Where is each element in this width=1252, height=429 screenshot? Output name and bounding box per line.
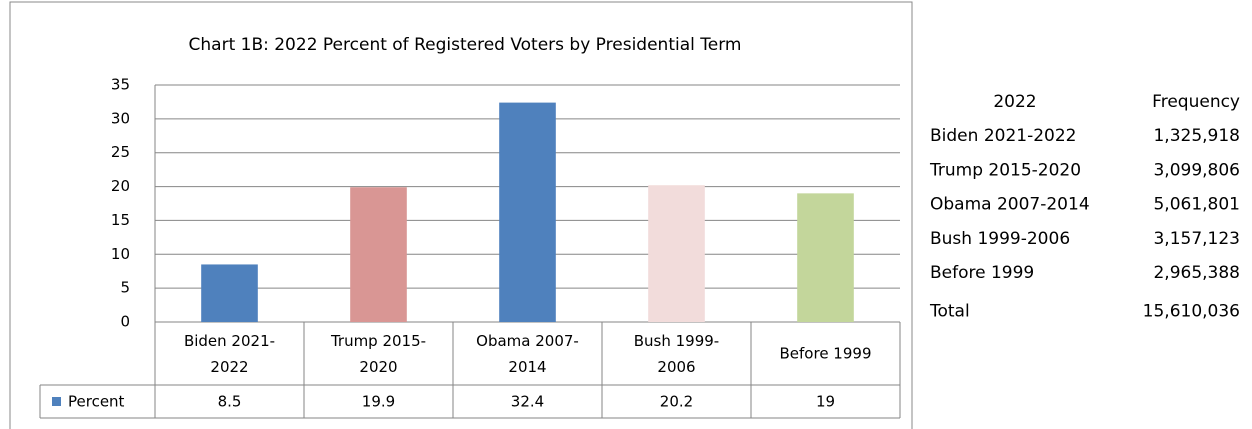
y-tick-label: 5 [120, 279, 130, 297]
legend-key [52, 397, 61, 406]
x-tick-label: Biden 2021-2022 [184, 332, 275, 376]
table-value: 2,965,388 [1153, 263, 1240, 283]
table-value: 1,325,918 [1153, 126, 1240, 146]
legend-label: Percent [68, 393, 125, 411]
bar [201, 264, 258, 322]
table-label: Obama 2007-2014 [930, 195, 1090, 215]
data-table-value: 19.9 [362, 393, 395, 411]
x-tick-label: Trump 2015-2020 [330, 332, 426, 376]
table-value: 15,610,036 [1143, 302, 1240, 322]
table-label: Total [929, 302, 970, 322]
y-tick-label: 10 [111, 245, 130, 263]
data-table-value: 8.5 [218, 393, 242, 411]
table-value: 5,061,801 [1153, 195, 1240, 215]
x-tick-label: Bush 1999-2006 [634, 332, 719, 376]
chart-title: Chart 1B: 2022 Percent of Registered Vot… [189, 35, 742, 55]
x-tick-label: Before 1999 [780, 345, 872, 363]
chart-frame [9, 1, 913, 429]
table-label: Before 1999 [930, 263, 1034, 283]
bar [648, 185, 705, 322]
table-value: 3,099,806 [1153, 160, 1240, 180]
y-tick-label: 15 [111, 211, 130, 229]
table-header: 2022 [993, 92, 1036, 112]
x-tick-label: Obama 2007-2014 [476, 332, 579, 376]
y-tick-label: 20 [111, 177, 130, 195]
bar [499, 102, 556, 322]
data-table-value: 19 [816, 393, 835, 411]
y-tick-label: 30 [111, 109, 130, 127]
table-label: Biden 2021-2022 [930, 126, 1076, 146]
y-tick-label: 35 [111, 76, 130, 94]
data-table-value: 20.2 [660, 393, 693, 411]
table-label: Bush 1999-2006 [930, 229, 1070, 249]
table-label: Trump 2015-2020 [929, 160, 1081, 180]
y-tick-label: 0 [120, 313, 130, 331]
y-tick-label: 25 [111, 143, 130, 161]
bar [350, 187, 407, 322]
data-table-value: 32.4 [511, 393, 544, 411]
table-header: Frequency [1152, 92, 1240, 112]
table-value: 3,157,123 [1153, 229, 1240, 249]
bar [797, 193, 854, 322]
